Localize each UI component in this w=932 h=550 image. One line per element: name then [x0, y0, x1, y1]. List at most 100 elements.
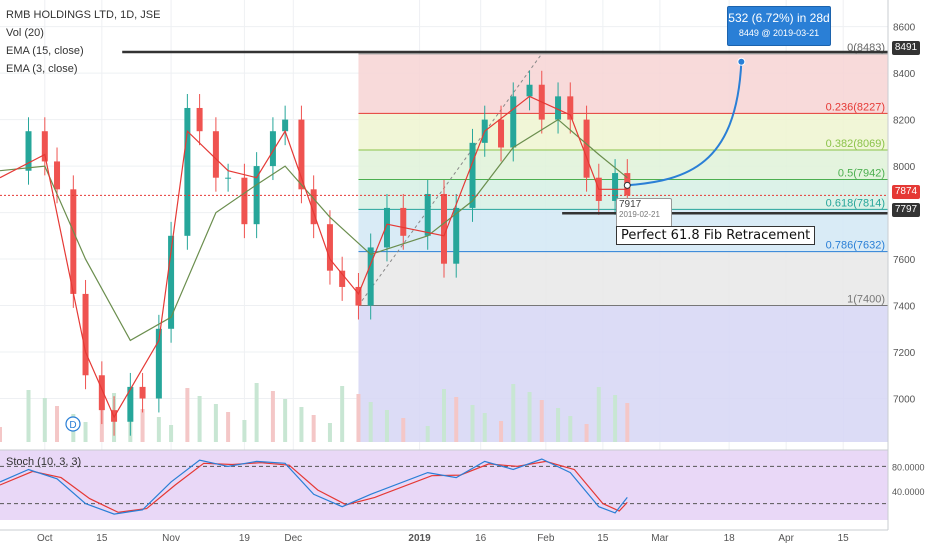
volume-bar-22: [327, 423, 332, 442]
volume-bar-29: [442, 389, 446, 442]
candle-body-34: [510, 96, 517, 148]
chart-title: RMB HOLDINGS LTD, 1D, JSE: [6, 9, 161, 21]
stoch-label[interactable]: Stoch (10, 3, 3): [6, 456, 82, 468]
volume-bar-38: [568, 416, 573, 442]
candle-body-6: [98, 375, 105, 411]
time-axis-tick-2: Nov: [162, 533, 180, 544]
candle-body-1: [25, 131, 32, 171]
volume-bar-1: [26, 390, 31, 442]
price-tag-last: 7874: [892, 185, 920, 199]
projection-end-dot: [737, 57, 746, 66]
volume-bar-40: [596, 387, 601, 442]
volume-bar-9: [140, 409, 145, 442]
projection-start-dot: [623, 181, 631, 189]
fib-level-label-2: 0.382(8069): [826, 138, 885, 150]
volume-bar-20: [299, 407, 304, 442]
volume-bar-37: [556, 408, 561, 442]
fib-band-1: [358, 113, 888, 151]
candle-body-26: [383, 207, 390, 248]
price-axis-tick-5: 8000: [893, 162, 916, 173]
price-axis-tick-1: 7200: [893, 348, 916, 359]
time-axis-tick-11: Apr: [778, 533, 794, 544]
volume-bar-19: [283, 399, 288, 442]
projection-callout: 532 (6.72%) in 28d 8449 @ 2019-03-21: [727, 6, 831, 46]
candle-body-10: [155, 328, 162, 399]
volume-bar-36: [539, 400, 544, 442]
volume-bar-32: [482, 413, 487, 442]
candle-body-16: [241, 177, 248, 225]
price-tag-support: 7797: [892, 203, 920, 217]
price-axis-tick-0: 7000: [893, 395, 916, 406]
candle-body-8: [127, 386, 134, 422]
candle-body-15: [225, 177, 232, 179]
indicator-ema-3[interactable]: EMA (3, close): [6, 63, 78, 75]
candle-body-39: [583, 119, 590, 178]
callout-target: 8449 @ 2019-03-21: [738, 28, 820, 38]
volume-bar-24: [356, 394, 361, 442]
candle-body-37: [555, 96, 562, 120]
dividend-marker-icon[interactable]: [65, 416, 81, 432]
time-axis-tick-6: 16: [475, 533, 487, 544]
price-axis-tick-8: 8600: [893, 23, 916, 34]
candle-body-14: [212, 131, 219, 178]
price-axis-tick-7: 8400: [893, 69, 916, 80]
indicator-volume[interactable]: Vol (20): [6, 27, 44, 39]
volume-bar-30: [454, 397, 459, 442]
candle-body-19: [282, 119, 289, 132]
price-axis-tick-2: 7400: [893, 302, 916, 313]
volume-bar-31: [470, 405, 475, 442]
tooltip-value: 7917: [619, 199, 642, 210]
volume-bar-25: [368, 402, 373, 442]
candle-body-5: [82, 293, 89, 376]
fib-level-label-5: 0.786(7632): [826, 240, 885, 252]
fib-band-5: [358, 251, 888, 306]
volume-bar-16: [242, 420, 247, 442]
stoch-pane: [0, 450, 888, 520]
volume-bar-3: [55, 406, 60, 442]
volume-bar-15: [226, 412, 231, 442]
candle-body-23: [339, 270, 346, 287]
candle-body-4: [70, 189, 77, 294]
candle-body-25: [367, 247, 374, 306]
volume-bar-18: [270, 391, 275, 442]
time-axis-tick-12: 15: [838, 533, 850, 544]
time-axis-tick-8: 15: [597, 533, 609, 544]
volume-bar-12: [185, 388, 190, 442]
candle-body-24: [355, 286, 362, 306]
tooltip-date: 2019-02-21: [619, 210, 660, 219]
candle-body-30: [453, 207, 460, 264]
projection-arc: [627, 61, 743, 187]
dividend-marker-letter: D: [69, 420, 76, 431]
time-axis-tick-3: 19: [239, 533, 251, 544]
volume-bar-0: [0, 427, 2, 442]
stoch-axis-tick-1: 40.0000: [892, 487, 925, 497]
volume-bar-21: [311, 415, 316, 442]
candle-body-11: [168, 235, 175, 329]
fib-band-0: [358, 53, 888, 114]
volume-bar-33: [499, 421, 504, 442]
candle-body-21: [310, 189, 317, 225]
volume-bar-35: [527, 392, 532, 442]
price-tag-resistance: 8491: [892, 41, 920, 55]
volume-bar-14: [213, 404, 218, 442]
candle-body-31: [469, 142, 476, 208]
time-axis-tick-1: 15: [96, 533, 108, 544]
stoch-d-line: [0, 460, 628, 513]
candle-body-41: [612, 173, 619, 201]
stoch-k-line: [0, 458, 628, 515]
candle-body-3: [54, 161, 61, 190]
candle-body-22: [326, 224, 333, 271]
fib-level-label-3: 0.5(7942): [838, 168, 885, 180]
candle-body-38: [567, 96, 574, 120]
volume-bar-27: [401, 418, 406, 442]
volume-bar-42: [625, 403, 630, 442]
volume-bar-10: [156, 417, 161, 442]
price-tooltip: 7917 2019-02-21: [616, 198, 672, 228]
indicator-ema-15[interactable]: EMA (15, close): [6, 45, 84, 57]
volume-bar-23: [340, 386, 345, 442]
volume-bar-26: [384, 410, 389, 442]
candle-body-28: [424, 193, 431, 236]
volume-bar-2: [42, 398, 47, 442]
fib-annotation: Perfect 61.8 Fib Retracement: [616, 226, 816, 245]
